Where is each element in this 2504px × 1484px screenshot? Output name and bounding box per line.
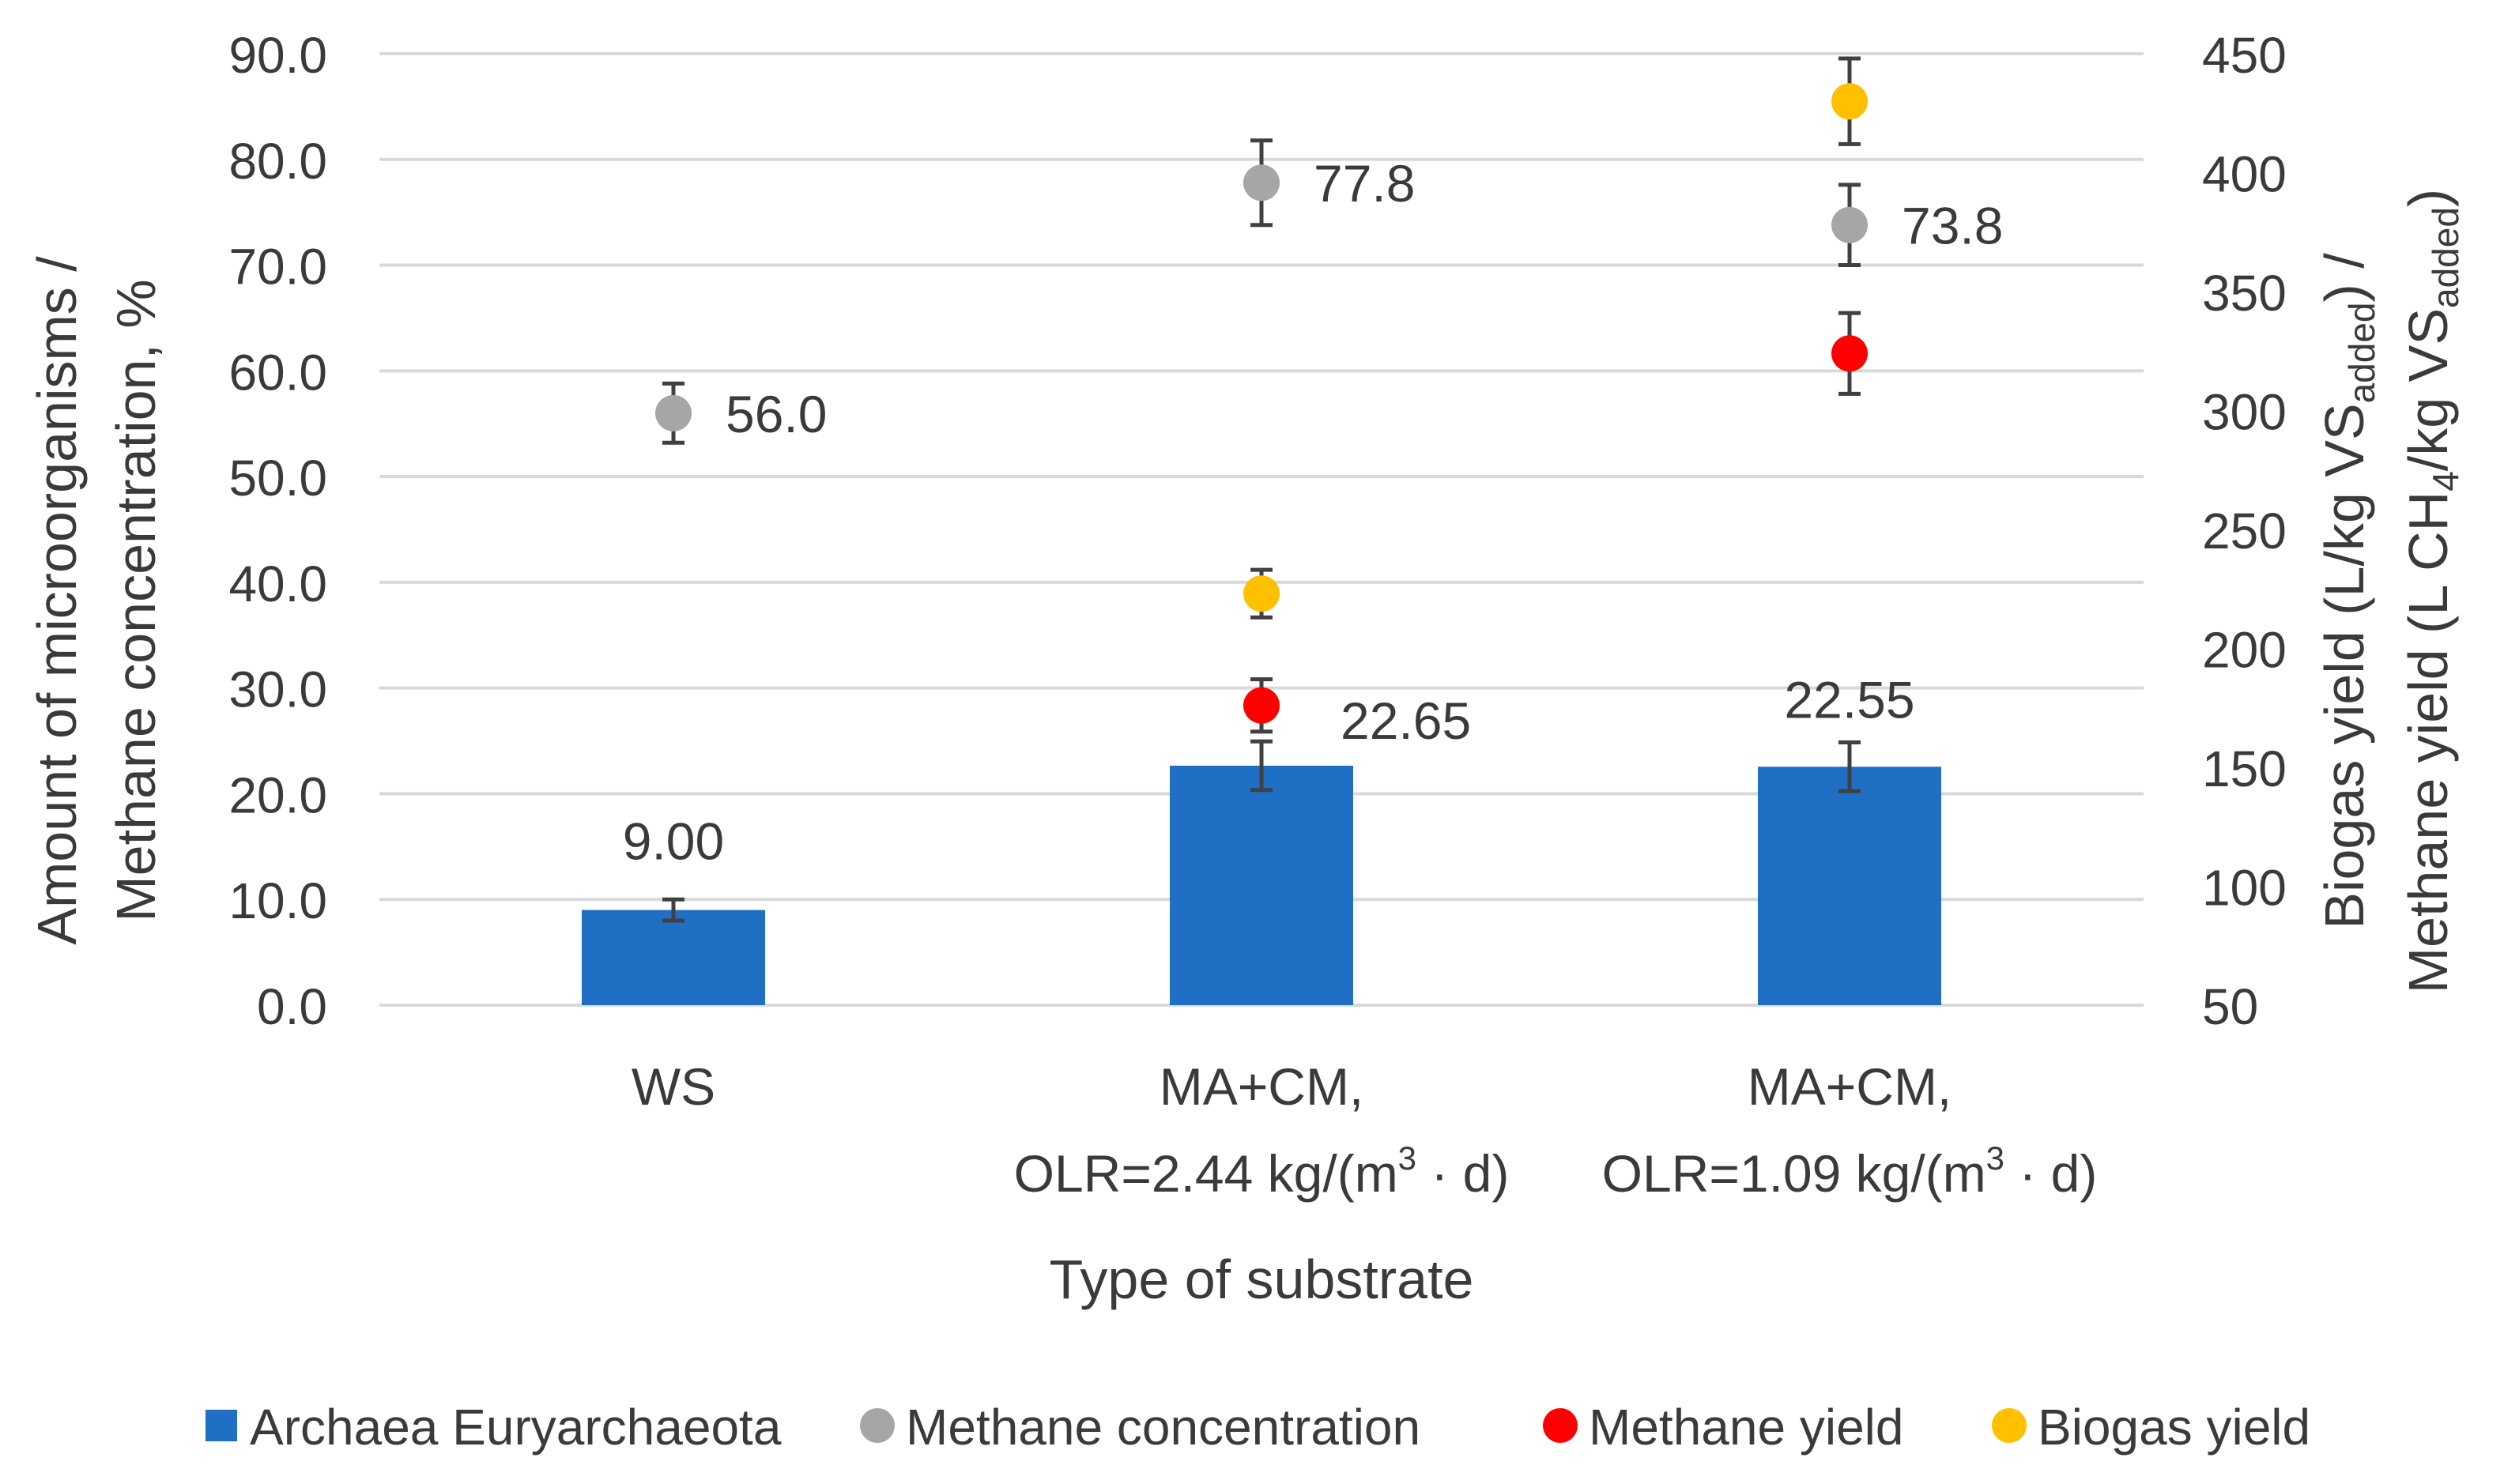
right-tick-label: 100 — [2202, 860, 2287, 917]
legend-label: Biogas yield — [2038, 1399, 2310, 1456]
right-tick-label: 450 — [2202, 27, 2287, 84]
left-tick-label: 20.0 — [228, 766, 327, 823]
left-tick-label: 50.0 — [228, 450, 327, 507]
left-tick-label: 10.0 — [228, 872, 327, 929]
error-bar — [1250, 739, 1273, 793]
point-value-label: 73.8 — [1902, 197, 2003, 255]
point-value-label: 77.8 — [1314, 154, 1415, 213]
bar-value-label: 9.00 — [623, 812, 724, 871]
left-tick-label: 60.0 — [228, 344, 327, 401]
right-tick-label: 150 — [2202, 740, 2287, 797]
data-point — [1831, 335, 1868, 372]
bar-value-label: 22.55 — [1784, 670, 1914, 729]
right-axis-ticks: 50 100 150 200 250 300 350 400 450 — [2202, 27, 2287, 1035]
bar-value-label: 22.65 — [1341, 691, 1471, 750]
bars — [582, 739, 1941, 1005]
legend-label: Archaea Euryarchaeota — [250, 1399, 782, 1456]
right-axis-title-line2: Methane yield (L CH4/kg VSadded) — [2397, 189, 2466, 994]
right-tick-label: 250 — [2202, 503, 2287, 559]
bar — [582, 910, 765, 1005]
legend-label: Methane concentration — [906, 1399, 1420, 1456]
error-bar — [662, 897, 684, 923]
left-axis-title-line2: Methane concentration, % — [105, 279, 167, 921]
x-tick-label: WS — [632, 1057, 715, 1116]
x-tick-label: OLR=1.09 kg/(m3 · d) — [1602, 1139, 2098, 1203]
right-tick-label: 300 — [2202, 384, 2287, 441]
x-tick-label: MA+CM, — [1160, 1057, 1364, 1116]
left-tick-label: 0.0 — [257, 978, 327, 1035]
error-bar — [1838, 740, 1861, 793]
right-axis-title-line1: Biogas yield (L/kg VSadded) / — [2314, 253, 2382, 929]
data-point — [1243, 687, 1280, 724]
legend-marker — [1992, 1408, 2027, 1443]
legend-swatch — [206, 1410, 237, 1441]
left-axis-title-line1: Amount of microorganisms / — [26, 256, 88, 945]
data-point — [1831, 83, 1868, 120]
point-value-label: 56.0 — [726, 385, 827, 443]
x-axis-title: Type of substrate — [1050, 1249, 1474, 1310]
right-tick-label: 350 — [2202, 265, 2287, 322]
left-tick-label: 70.0 — [228, 239, 327, 296]
left-tick-label: 90.0 — [228, 27, 327, 84]
value-labels: 9.00 22.65 22.55 56.0 77.8 73.8 — [623, 154, 2004, 870]
legend-marker — [1543, 1408, 1578, 1443]
x-tick-label: MA+CM, — [1748, 1057, 1952, 1116]
bar — [1758, 766, 1941, 1005]
left-tick-label: 80.0 — [228, 133, 327, 190]
left-tick-label: 30.0 — [228, 661, 327, 718]
data-point — [1243, 164, 1280, 202]
right-tick-label: 200 — [2202, 622, 2287, 679]
x-tick-label: OLR=2.44 kg/(m3 · d) — [1014, 1139, 1510, 1203]
left-axis-ticks: 0.0 10.0 20.0 30.0 40.0 50.0 60.0 70.0 80.0 90.0 — [228, 27, 327, 1035]
right-tick-label: 50 — [2202, 978, 2258, 1035]
points — [655, 56, 1868, 734]
legend-label: Methane yield — [1589, 1399, 1903, 1456]
legend: Archaea Euryarchaeota Methane concentrati… — [206, 1399, 2310, 1456]
data-point — [1243, 575, 1280, 612]
right-tick-label: 400 — [2202, 146, 2287, 203]
x-axis-tick-labels: WS MA+CM, OLR=2.44 kg/(m3 · d) MA+CM, OLR=1.… — [632, 1057, 2098, 1203]
legend-marker — [860, 1408, 895, 1443]
data-point — [655, 394, 692, 431]
bar — [1170, 765, 1353, 1005]
data-point — [1831, 206, 1868, 243]
left-tick-label: 40.0 — [228, 556, 327, 612]
